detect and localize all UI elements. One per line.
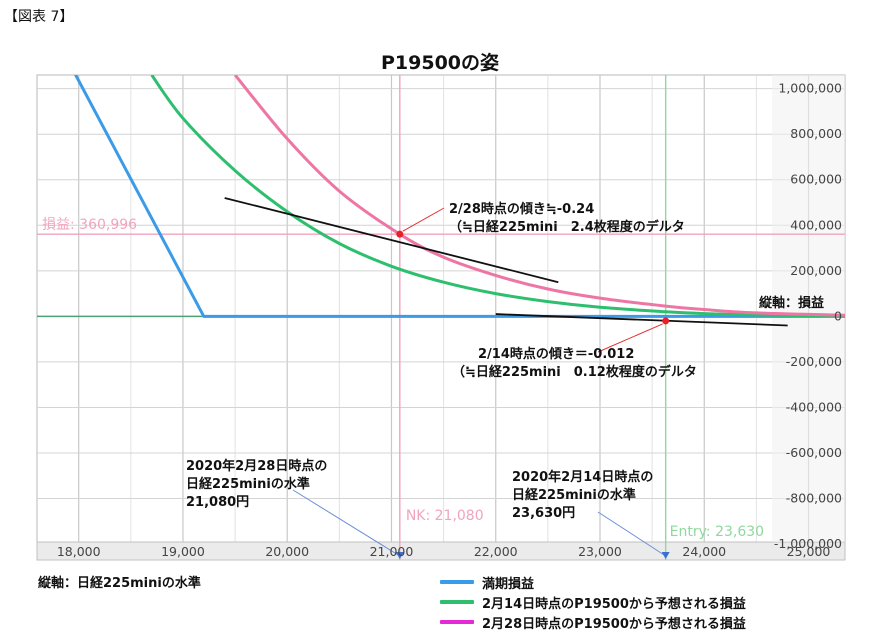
annotation-slope-0214-line2: （≒日経225mini 0.12枚程度のデルタ <box>452 364 697 380</box>
arrowhead-level-0228 <box>395 552 404 559</box>
pointer-level-0214 <box>597 511 666 557</box>
legend-label-0214: 2月14日時点のP19500から予想される損益 <box>482 597 746 612</box>
tangent-line-0214 <box>495 313 788 327</box>
y-tick-label: -600,000 <box>786 445 842 460</box>
ref-label-entry: Entry: 23,630 <box>670 524 764 540</box>
tangent-line-0228 <box>224 197 559 284</box>
y-tick-label: -200,000 <box>786 354 842 369</box>
legend-swatch-0214 <box>440 600 474 604</box>
pointer-0214 <box>597 323 663 353</box>
y-tick-label: 400,000 <box>790 217 842 232</box>
arrowhead-level-0214 <box>661 552 670 559</box>
series-expiry-line <box>73 75 845 318</box>
annotation-level-0214-line3: 23,630円 <box>512 506 575 521</box>
y-tick-label: 200,000 <box>790 263 842 278</box>
legend-label-0228: 2月28日時点のP19500から予想される損益 <box>482 617 746 632</box>
annotation-slope-0228-line1: 2/28時点の傾き≒-0.24 <box>449 201 594 217</box>
series-0228-line <box>233 75 845 317</box>
marker-0228 <box>396 230 404 238</box>
chart-title: P19500の姿 <box>380 52 500 74</box>
series-0214-line <box>150 75 845 318</box>
pointer-0228 <box>402 207 445 232</box>
legend-swatch-expiry <box>440 580 474 584</box>
y-tick-label: 1,000,000 <box>778 81 842 96</box>
x-tick-label: 25,000 <box>787 544 831 559</box>
annotation-level-0214-line1: 2020年2月14日時点の <box>512 469 653 485</box>
annotation-y-axis-note: 縦軸：損益 <box>759 295 824 311</box>
legend-swatch-0228 <box>440 620 474 624</box>
annotation-level-0228-line3: 21,080円 <box>186 495 249 510</box>
y-tick-label: 800,000 <box>790 126 842 141</box>
y-tick-label: -800,000 <box>786 491 842 506</box>
annotation-level-0214-line2: 日経225miniの水準 <box>512 487 636 503</box>
x-tick-label: 21,000 <box>370 544 414 559</box>
figure-label: 【図表 7】 <box>4 9 74 25</box>
y-tick-label: 0 <box>834 308 842 323</box>
y-tick-label: -1,000,000 <box>774 536 842 551</box>
pointer-level-0228 <box>292 489 401 557</box>
annotation-level-0228-line1: 2020年2月28日時点の <box>186 458 327 474</box>
x-tick-label: 24,000 <box>682 544 726 559</box>
marker-0214 <box>662 317 670 325</box>
ref-label-nk: NK: 21,080 <box>406 508 484 524</box>
annotation-level-0228-line2: 日経225miniの水準 <box>186 476 310 492</box>
x-axis-band <box>36 541 846 561</box>
x-tick-label: 18,000 <box>57 544 101 559</box>
y-axis-band <box>772 75 845 542</box>
annotation-slope-0214-line1: 2/14時点の傾き＝-0.012 <box>478 346 634 362</box>
y-tick-label: 600,000 <box>790 172 842 187</box>
x-tick-label: 23,000 <box>578 544 622 559</box>
y-tick-label: -400,000 <box>786 399 842 414</box>
x-tick-label: 22,000 <box>474 544 518 559</box>
x-tick-label: 20,000 <box>265 544 309 559</box>
x-tick-label: 19,000 <box>161 544 205 559</box>
x-axis-caption: 縦軸：日経225miniの水準 <box>38 576 201 591</box>
annotation-slope-0228-line2: （≒日経225mini 2.4枚程度のデルタ <box>449 219 685 235</box>
ref-label-pnl: 損益: 360,996 <box>42 217 137 233</box>
legend-label-expiry: 満期損益 <box>482 577 535 592</box>
